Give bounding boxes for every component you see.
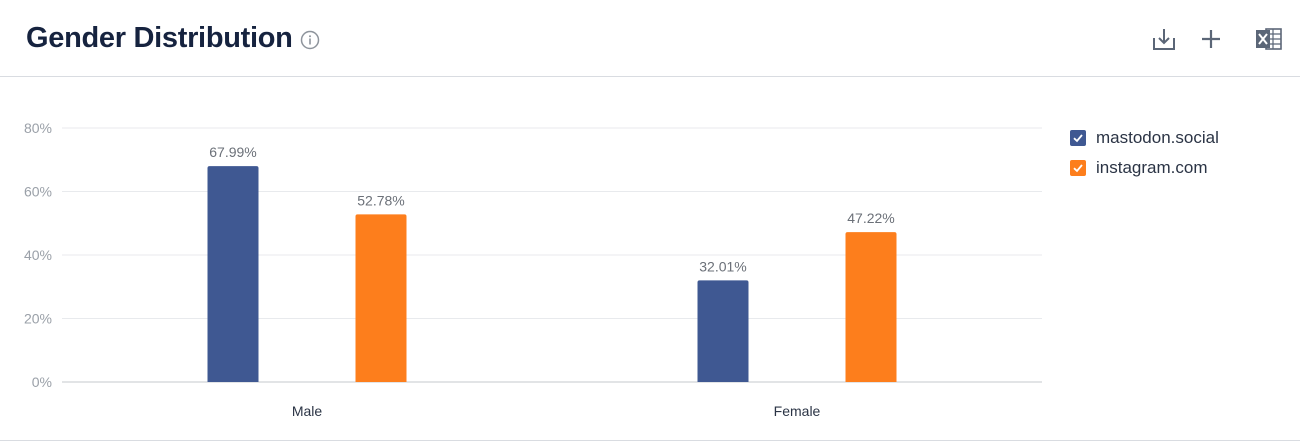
chart-legend: mastodon.social instagram.com <box>1070 123 1219 183</box>
bottom-divider <box>0 440 1300 441</box>
bar-instagram-male <box>355 214 407 382</box>
data-label: 32.01% <box>699 258 746 274</box>
x-tick-label: Male <box>292 403 323 419</box>
info-icon[interactable] <box>300 30 320 50</box>
data-label: 47.22% <box>847 210 894 226</box>
excel-icon[interactable] <box>1254 24 1284 54</box>
legend-swatch-mastodon <box>1070 130 1086 146</box>
y-tick-label: 20% <box>24 311 52 327</box>
y-tick-label: 0% <box>32 374 52 390</box>
legend-label-mastodon: mastodon.social <box>1096 128 1219 147</box>
bar-mastodon-female <box>697 280 749 382</box>
gender-bar-chart: 0% 20% 40% 60% 80% 67.99% 52.78% Male 32.01% 47.2… <box>0 90 1060 430</box>
bar-mastodon-male <box>207 166 259 382</box>
legend-item-mastodon[interactable]: mastodon.social <box>1070 123 1219 153</box>
plus-icon[interactable] <box>1196 24 1226 54</box>
legend-swatch-instagram <box>1070 160 1086 176</box>
checkmark-icon <box>1073 164 1083 173</box>
chart-header: Gender Distribution <box>0 0 1300 77</box>
legend-label-instagram: instagram.com <box>1096 158 1208 177</box>
checkmark-icon <box>1073 134 1083 143</box>
chart-canvas: 0% 20% 40% 60% 80% 67.99% 52.78% Male 32.01% 47.2… <box>24 120 1042 419</box>
y-tick-label: 60% <box>24 184 52 200</box>
data-label: 52.78% <box>357 192 404 208</box>
y-tick-label: 80% <box>24 120 52 136</box>
x-tick-label: Female <box>774 403 821 419</box>
bar-instagram-female <box>845 232 897 382</box>
y-tick-label: 40% <box>24 247 52 263</box>
legend-item-instagram[interactable]: instagram.com <box>1070 153 1219 183</box>
download-icon[interactable] <box>1149 24 1179 54</box>
data-label: 67.99% <box>209 144 256 160</box>
page-title: Gender Distribution <box>26 22 293 54</box>
